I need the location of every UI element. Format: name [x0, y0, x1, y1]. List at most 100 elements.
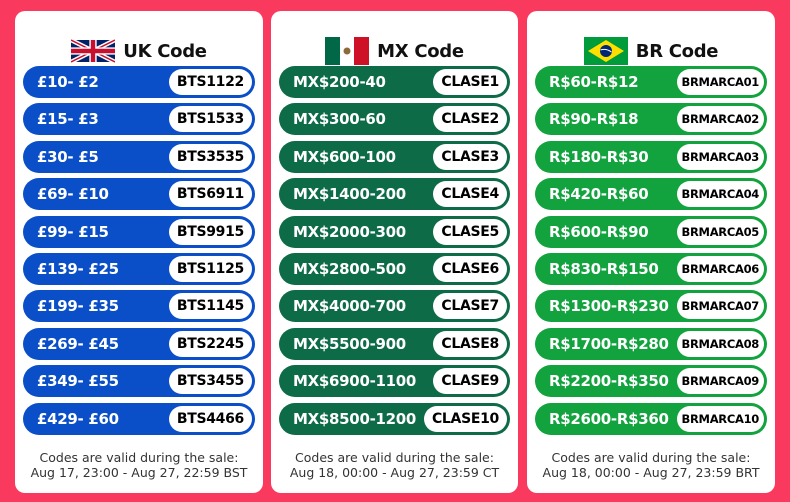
discount-amount: R$90-R$18: [549, 110, 639, 129]
coupon-code[interactable]: BTS9915: [168, 218, 252, 245]
discount-amount: MX$5500-900: [293, 334, 406, 353]
coupon-code[interactable]: BTS4466: [168, 405, 252, 432]
coupon-code[interactable]: CLASE8: [433, 330, 507, 357]
coupon-code[interactable]: CLASE7: [433, 293, 507, 320]
uk-code-panel: UK Code £10- £2 BTS1122 £15- £3 BTS1533 £30-…: [15, 11, 263, 493]
coupon-code[interactable]: BTS1122: [168, 69, 252, 95]
discount-row: R$1700-R$280 BRMARCA08: [535, 327, 767, 360]
validity-line-1: Codes are valid during the sale:: [551, 450, 751, 465]
coupon-code[interactable]: CLASE9: [433, 368, 507, 395]
uk-flag-icon: [71, 37, 116, 65]
discount-row: £139- £25 BTS1125: [23, 253, 255, 285]
coupon-code[interactable]: BTS3455: [168, 368, 252, 395]
discount-row: £429- £60 BTS4466: [23, 402, 255, 435]
discount-amount: MX$4000-700: [293, 297, 406, 316]
discount-row: R$2600-R$360 BRMARCA10: [535, 402, 767, 435]
discount-amount: MX$2800-500: [293, 260, 406, 278]
panel-title: BR Code: [635, 40, 719, 62]
discount-row: £10- £2 BTS1122: [23, 66, 255, 98]
discount-row: £69- £10 BTS6911: [23, 178, 255, 211]
discount-amount: R$830-R$150: [549, 260, 659, 278]
discount-row: £199- £35 BTS1145: [23, 290, 255, 323]
discount-row: MX$2000-300 CLASE5: [279, 215, 510, 248]
discount-amount: R$1300-R$230: [549, 297, 669, 316]
coupon-code[interactable]: CLASE3: [433, 143, 507, 170]
coupon-code[interactable]: BRMARCA03: [676, 143, 764, 170]
discount-amount: R$2600-R$360: [549, 409, 669, 428]
coupon-code[interactable]: BRMARCA01: [676, 69, 764, 95]
discount-row: £30- £5 BTS3535: [23, 140, 255, 173]
discount-amount: MX$8500-1200: [293, 409, 417, 428]
discount-amount: MX$300-60: [293, 110, 386, 129]
discount-row: £269- £45 BTS2245: [23, 327, 255, 360]
discount-row: R$1300-R$230 BRMARCA07: [535, 290, 767, 323]
discount-amount: R$60-R$12: [549, 73, 639, 91]
coupon-code[interactable]: CLASE1: [433, 69, 507, 95]
coupon-code[interactable]: BRMARCA10: [676, 405, 764, 432]
validity-note: Codes are valid during the sale: Aug 18, …: [527, 450, 775, 480]
coupon-code[interactable]: BRMARCA07: [676, 293, 764, 320]
coupon-code[interactable]: BTS2245: [168, 330, 252, 357]
discount-row: R$60-R$12 BRMARCA01: [535, 66, 767, 98]
discount-row: R$600-R$90 BRMARCA05: [535, 215, 767, 248]
discount-amount: £99- £15: [37, 222, 109, 241]
coupon-code[interactable]: BRMARCA09: [676, 368, 764, 395]
discount-row: £349- £55 BTS3455: [23, 365, 255, 398]
coupon-code[interactable]: BRMARCA06: [676, 256, 764, 282]
discount-amount: MX$1400-200: [293, 185, 406, 204]
discount-amount: £15- £3: [37, 110, 99, 129]
panel-title: MX Code: [377, 40, 464, 62]
coupon-code[interactable]: CLASE6: [433, 256, 507, 282]
discount-row: MX$5500-900 CLASE8: [279, 327, 510, 360]
discount-row: MX$300-60 CLASE2: [279, 103, 510, 136]
discount-amount: R$1700-R$280: [549, 334, 669, 353]
discount-amount: £199- £35: [37, 297, 119, 316]
discount-amount: R$600-R$90: [549, 222, 649, 241]
discount-amount: £269- £45: [37, 334, 119, 353]
brazil-flag-icon: [583, 37, 628, 65]
discount-amount: £30- £5: [37, 147, 99, 166]
validity-line-2: Aug 17, 23:00 - Aug 27, 22:59 BST: [30, 465, 248, 480]
coupon-code[interactable]: CLASE4: [433, 181, 507, 208]
discount-amount: R$2200-R$350: [549, 372, 669, 391]
coupon-code[interactable]: BTS1145: [168, 293, 252, 320]
discount-row: MX$4000-700 CLASE7: [279, 290, 510, 323]
validity-note: Codes are valid during the sale: Aug 17, …: [15, 450, 263, 480]
coupon-code[interactable]: BRMARCA05: [676, 218, 764, 245]
discount-amount: £349- £55: [37, 372, 119, 391]
discount-row: MX$2800-500 CLASE6: [279, 253, 510, 285]
discount-amount: MX$200-40: [293, 73, 386, 91]
discount-amount: £429- £60: [37, 409, 119, 428]
discount-row: MX$200-40 CLASE1: [279, 66, 510, 98]
discount-amount: £69- £10: [37, 185, 109, 204]
discount-row: R$90-R$18 BRMARCA02: [535, 103, 767, 136]
coupon-code[interactable]: BRMARCA04: [676, 181, 764, 208]
panel-title: UK Code: [123, 40, 207, 62]
panel-header: MX Code: [271, 37, 518, 65]
coupon-code[interactable]: BRMARCA02: [676, 106, 764, 133]
coupon-code[interactable]: BTS3535: [168, 143, 252, 170]
validity-line-2: Aug 18, 00:00 - Aug 27, 23:59 BRT: [542, 465, 760, 480]
discount-row: R$2200-R$350 BRMARCA09: [535, 365, 767, 398]
coupon-code[interactable]: CLASE5: [433, 218, 507, 245]
discount-row: £99- £15 BTS9915: [23, 215, 255, 248]
discount-amount: MX$2000-300: [293, 222, 406, 241]
discount-row: MX$600-100 CLASE3: [279, 140, 510, 173]
coupon-code[interactable]: BRMARCA08: [676, 330, 764, 357]
discount-row: MX$8500-1200 CLASE10: [279, 402, 510, 435]
br-code-panel: BR Code R$60-R$12 BRMARCA01 R$90-R$18 BRMAR…: [527, 11, 775, 493]
discount-amount: R$420-R$60: [549, 185, 649, 204]
coupon-code[interactable]: BTS1125: [168, 256, 252, 282]
mx-code-panel: MX Code MX$200-40 CLASE1 MX$300-60 CLASE2 MX…: [271, 11, 518, 493]
validity-note: Codes are valid during the sale: Aug 18, …: [271, 450, 518, 480]
coupon-code[interactable]: CLASE10: [423, 405, 507, 432]
validity-line-2: Aug 18, 00:00 - Aug 27, 23:59 CT: [289, 465, 500, 480]
discount-amount: £10- £2: [37, 73, 99, 91]
coupon-code[interactable]: BTS1533: [168, 106, 252, 133]
discount-amount: £139- £25: [37, 260, 119, 278]
coupon-code[interactable]: CLASE2: [433, 106, 507, 133]
discount-amount: MX$6900-1100: [293, 372, 417, 391]
coupon-code[interactable]: BTS6911: [168, 181, 252, 208]
discount-row: R$420-R$60 BRMARCA04: [535, 178, 767, 211]
discount-amount: R$180-R$30: [549, 147, 649, 166]
